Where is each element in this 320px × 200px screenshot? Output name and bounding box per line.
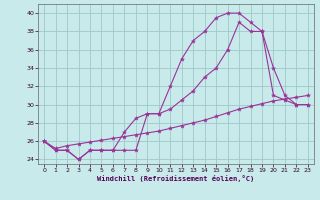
X-axis label: Windchill (Refroidissement éolien,°C): Windchill (Refroidissement éolien,°C) (97, 175, 255, 182)
